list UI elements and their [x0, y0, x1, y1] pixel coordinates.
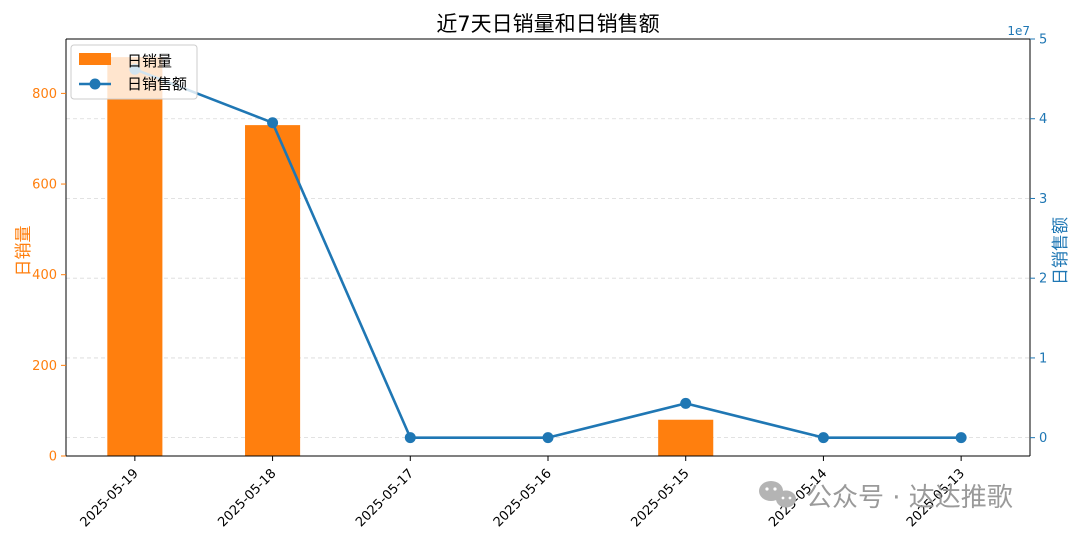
x-tick-label: 2025-05-17 [353, 466, 417, 530]
watermark: 公众号 · 达达推歌 [759, 481, 1013, 513]
legend-marker-swatch [89, 78, 101, 90]
line-point-2025-05-15 [680, 397, 692, 409]
y-right-tick-label: 0 [1039, 431, 1047, 446]
x-tick-label: 2025-05-16 [491, 466, 555, 530]
bar-2025-05-15 [658, 419, 714, 456]
axes-layer: 0 200 400 600 800 0 1 2 3 4 5 2025-05-19 2025-05-18 2… [32, 33, 1047, 531]
grid-layer [66, 118, 1030, 439]
watermark-text: 公众号 · 达达推歌 [806, 483, 1013, 513]
legend-bar-swatch [79, 53, 111, 65]
line-point-2025-05-16 [542, 432, 554, 444]
y-left-tick-label: 400 [32, 268, 57, 283]
y-left-tick-label: 600 [32, 178, 57, 193]
wechat-icon [759, 481, 796, 508]
y-right-tick-label: 1 [1039, 351, 1047, 366]
bar-2025-05-18 [245, 125, 301, 456]
y-right-tick-label: 4 [1039, 112, 1047, 127]
line-point-2025-05-18 [267, 117, 279, 129]
right-axis-multiplier: 1e7 [1007, 24, 1030, 38]
line-point-2025-05-13 [955, 432, 967, 444]
x-tick-label: 2025-05-19 [78, 466, 142, 530]
y-right-tick-label: 2 [1039, 272, 1047, 287]
legend-label-line-series: 日销售额 [127, 75, 187, 93]
y-axis-left-label: 日销量 [14, 226, 34, 277]
y-right-tick-label: 3 [1039, 192, 1047, 207]
x-tick-label: 2025-05-15 [629, 466, 693, 530]
y-right-tick-label: 5 [1039, 33, 1047, 48]
bar-2025-05-19 [107, 57, 163, 457]
legend-label-bar-series: 日销量 [127, 52, 172, 70]
chart-title: 近7天日销量和日销售额 [436, 12, 659, 36]
y-left-tick-label: 0 [49, 450, 57, 465]
x-tick-label: 2025-05-18 [215, 466, 279, 530]
y-left-tick-label: 200 [32, 359, 57, 374]
line-point-2025-05-14 [817, 432, 829, 444]
y-axis-right-label: 日销售额 [1051, 217, 1071, 285]
line-layer [129, 63, 967, 444]
y-left-tick-label: 800 [32, 87, 57, 102]
bars-layer [107, 57, 714, 457]
legend: 日销量 日销售额 [70, 44, 198, 100]
line-point-2025-05-17 [404, 432, 416, 444]
